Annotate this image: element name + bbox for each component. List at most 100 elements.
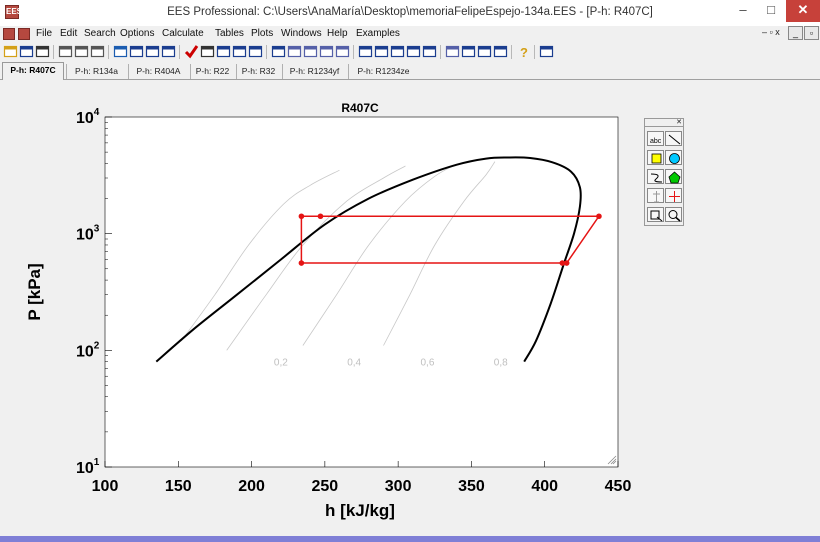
open-icon[interactable] xyxy=(3,44,18,59)
report-icon[interactable] xyxy=(461,44,476,59)
x-axis-ticks: 100 150 200 250 300 350 400 450 xyxy=(92,461,632,495)
document-menu-icon[interactable] xyxy=(18,28,30,40)
tab-ph-r407c[interactable]: P-h: R407C xyxy=(2,62,64,80)
formatted-equations-icon[interactable] xyxy=(145,44,160,59)
menu-tables[interactable]: Tables xyxy=(215,28,244,39)
quality-line xyxy=(226,165,406,351)
integral-icon[interactable] xyxy=(493,44,508,59)
x-tick-label: 200 xyxy=(238,478,265,495)
equations-window-icon[interactable] xyxy=(129,44,144,59)
info-icon[interactable] xyxy=(539,44,554,59)
arrays-icon[interactable] xyxy=(422,44,437,59)
menu-plots[interactable]: Plots xyxy=(251,28,274,39)
maximize-button[interactable]: □ xyxy=(767,2,775,17)
y-tick-label: 102 xyxy=(76,340,100,360)
window-1-icon[interactable] xyxy=(358,44,373,59)
replace-icon[interactable] xyxy=(74,44,89,59)
tab-ph-r134a[interactable]: P-h: R134a xyxy=(66,64,126,79)
save-icon[interactable] xyxy=(19,44,34,59)
quality-label: 0,8 xyxy=(494,358,508,369)
menu-examples[interactable]: Examples xyxy=(356,28,400,39)
toolbar-separator xyxy=(353,45,354,59)
tab-ph-r1234yf[interactable]: P-h: R1234yf xyxy=(282,64,346,79)
x-tick-label: 450 xyxy=(605,478,632,495)
x-tick-label: 100 xyxy=(92,478,119,495)
quality-line xyxy=(302,163,457,346)
quality-line xyxy=(383,161,496,346)
y-tick-label: 103 xyxy=(76,224,100,244)
plot-icon[interactable] xyxy=(287,44,302,59)
square-tool-icon[interactable] xyxy=(647,150,664,165)
polygon-tool-icon[interactable] xyxy=(665,169,682,184)
check-icon[interactable] xyxy=(90,44,105,59)
plot-2-icon[interactable] xyxy=(303,44,318,59)
menu-help[interactable]: Help xyxy=(327,28,348,39)
palette-title-bar[interactable]: ✕ xyxy=(645,119,683,127)
window-4-icon[interactable] xyxy=(406,44,421,59)
toolbar-separator xyxy=(53,45,54,59)
line-tool-icon[interactable] xyxy=(665,131,682,146)
x-tick-label: 350 xyxy=(458,478,485,495)
solve-icon[interactable] xyxy=(113,44,128,59)
menu-calculate[interactable]: Calculate xyxy=(162,28,204,39)
move-tool-icon[interactable] xyxy=(647,188,664,203)
tab-ph-r22[interactable]: P-h: R22 xyxy=(190,64,234,79)
minimize-button[interactable]: – xyxy=(739,2,747,17)
cycle-point xyxy=(298,260,305,266)
chart-title: R407C xyxy=(341,101,379,115)
print-icon[interactable] xyxy=(35,44,50,59)
resize-grip-icon[interactable] xyxy=(607,455,617,465)
menu-windows[interactable]: Windows xyxy=(281,28,322,39)
plot-4-icon[interactable] xyxy=(335,44,350,59)
tab-ph-r32[interactable]: P-h: R32 xyxy=(236,64,280,79)
zoom-tool-icon[interactable] xyxy=(665,207,682,222)
tab-ph-r404a[interactable]: P-h: R404A xyxy=(128,64,188,79)
lookup-table-icon[interactable] xyxy=(232,44,247,59)
tab-ph-r1234ze[interactable]: P-h: R1234ze xyxy=(348,64,418,79)
calculator-icon[interactable] xyxy=(200,44,215,59)
app-menu-icon[interactable] xyxy=(3,28,15,40)
quality-labels: 0,2 0,4 0,6 0,8 xyxy=(274,358,508,369)
checkmark-icon[interactable] xyxy=(184,44,199,59)
help-icon[interactable]: ? xyxy=(516,44,531,60)
menu-search[interactable]: Search xyxy=(84,28,116,39)
mdi-minimize-icon[interactable]: _ xyxy=(788,26,803,40)
find-icon[interactable] xyxy=(58,44,73,59)
mdi-restore-icon[interactable]: ▫ xyxy=(804,26,819,40)
palette-close-icon[interactable]: ✕ xyxy=(676,119,682,126)
export-tool-icon[interactable] xyxy=(647,207,664,222)
crosshair-tool-icon[interactable] xyxy=(665,188,682,203)
close-button[interactable]: ✕ xyxy=(786,0,820,22)
y-tick-label: 104 xyxy=(76,107,100,127)
circle-tool-icon[interactable] xyxy=(665,150,682,165)
svg-text:?: ? xyxy=(520,45,528,59)
plot-3-icon[interactable] xyxy=(319,44,334,59)
menu-file[interactable]: File xyxy=(36,28,53,39)
toolbar-separator xyxy=(534,45,535,59)
text-tool-icon[interactable]: abc xyxy=(647,131,664,146)
x-tick-label: 400 xyxy=(531,478,558,495)
cycle-point xyxy=(317,213,324,220)
plot-window-icon[interactable] xyxy=(248,44,263,59)
x-tick-label: 300 xyxy=(385,478,412,495)
toolbar-separator xyxy=(108,45,109,59)
window-3-icon[interactable] xyxy=(390,44,405,59)
cycle-point xyxy=(563,260,570,266)
quality-lines xyxy=(180,161,496,351)
parametric-table-icon[interactable] xyxy=(216,44,231,59)
arc-tool-icon[interactable] xyxy=(647,169,664,184)
toolbar-separator xyxy=(440,45,441,59)
diagram-icon[interactable] xyxy=(445,44,460,59)
table-icon[interactable] xyxy=(271,44,286,59)
menu-options[interactable]: Options xyxy=(120,28,155,39)
toolbar-separator xyxy=(511,45,512,59)
mdi-controls[interactable]: – ▫ x xyxy=(762,27,780,37)
app-icon[interactable]: EES xyxy=(5,5,22,19)
window-2-icon[interactable] xyxy=(374,44,389,59)
title-bar: EES EES Professional: C:\Users\AnaMaría\… xyxy=(0,0,820,26)
tab-strip: P-h: R407C P-h: R134a P-h: R404A P-h: R2… xyxy=(0,62,820,80)
menu-edit[interactable]: Edit xyxy=(60,28,78,39)
units-icon[interactable] xyxy=(477,44,492,59)
window-title: EES Professional: C:\Users\AnaMaría\Desk… xyxy=(167,6,653,18)
solution-window-icon[interactable] xyxy=(161,44,176,59)
